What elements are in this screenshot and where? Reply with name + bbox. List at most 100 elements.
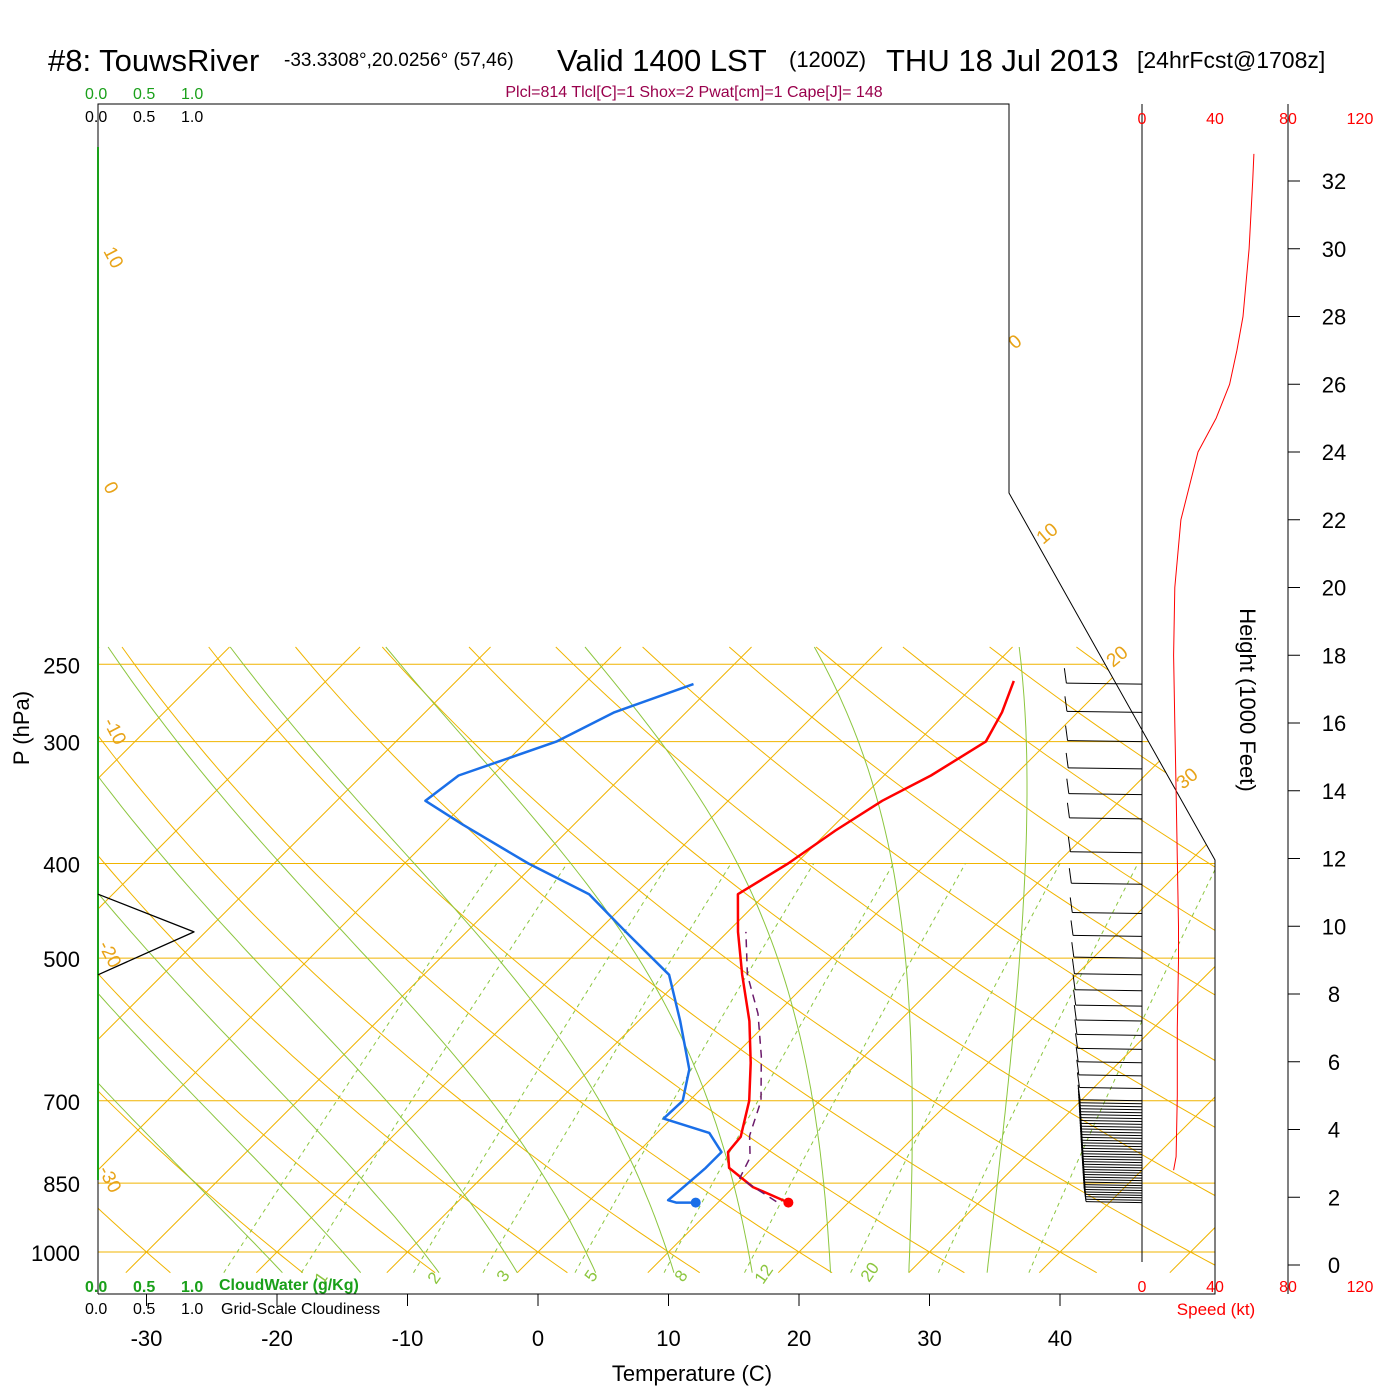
wind-barb [1085, 1186, 1143, 1189]
temperature-tick-label: 0 [532, 1326, 544, 1351]
sounding-series [424, 680, 1015, 1208]
isotherm-line [386, 646, 1013, 1274]
wind-barb [1083, 1161, 1143, 1164]
station-title: #8: TouwsRiver [48, 43, 259, 78]
height-tick-label: 10 [1322, 914, 1346, 939]
cloud-top-green-2: 1.0 [181, 86, 203, 103]
height-tick-label: 14 [1322, 779, 1346, 804]
mixing-ratio-line [663, 863, 894, 1273]
height-tick-label: 0 [1328, 1253, 1340, 1278]
isotherm-line [125, 646, 752, 1274]
isotherm-line [98, 646, 230, 1274]
speed-tick-top: 40 [1206, 111, 1224, 128]
isotherm-line [98, 646, 491, 1274]
wind-barb-feather [1073, 1004, 1077, 1021]
cloud-bottom-black-0: 0.0 [85, 1301, 107, 1318]
plot-frame [97, 103, 1216, 1295]
height-tick-label: 20 [1322, 576, 1346, 601]
wind-barb [1081, 1119, 1143, 1122]
cloud-top-black-2: 1.0 [181, 109, 203, 126]
temperature-tick-label: 10 [656, 1326, 680, 1351]
pressure-tick-label: 850 [43, 1172, 80, 1197]
moist-adiabat-line [98, 646, 362, 1274]
wind-barb-feather [1071, 942, 1075, 958]
wind-barb-feather [1068, 868, 1072, 884]
temperature-tick-label: -20 [261, 1326, 293, 1351]
isotherm-line [908, 646, 1215, 1274]
mixing-ratio-line [413, 863, 669, 1273]
dry-adiabat-line [295, 646, 1097, 1274]
dry-adiabat-line [98, 646, 304, 1274]
cloud-top-black-1: 0.5 [133, 109, 155, 126]
temperature-tick-label: 20 [787, 1326, 811, 1351]
station-coords: -33.3308°,20.0256° (57,46) [284, 50, 514, 71]
wind-barb [1078, 1061, 1143, 1064]
height-tick-label: 8 [1328, 982, 1340, 1007]
dewpoint-line [424, 682, 723, 1204]
wind-barb-feather [1071, 958, 1075, 974]
wind-barb [1083, 1153, 1143, 1156]
wind-barb [1085, 1189, 1143, 1192]
wind-barb [1073, 934, 1143, 937]
wind-barb [1082, 1147, 1143, 1150]
wind-barb [1081, 1125, 1143, 1128]
sounding-parameters: Plcl=814 Tlcl[C]=1 Shox=2 Pwat[cm]=1 Cap… [505, 84, 882, 101]
cloud-top-green-0: 0.0 [85, 86, 107, 103]
wind-barb [1066, 710, 1143, 713]
zulu-time: (1200Z) [789, 47, 866, 72]
speed-tick-top: 120 [1347, 111, 1374, 128]
speed-tick-top: 0 [1138, 111, 1147, 128]
cloud-bottom-green-1: 0.5 [133, 1279, 155, 1296]
cloudiness-profile [97, 893, 195, 976]
mixing-ratio-line [937, 863, 1139, 1273]
isotherm-line [98, 646, 622, 1274]
pressure-tick-label: 400 [43, 853, 80, 878]
forecast-run: [24hrFcst@1708z] [1137, 47, 1325, 73]
wind-barb [1068, 793, 1143, 796]
wind-barb-feather [1072, 974, 1076, 990]
height-tick-label: 26 [1322, 372, 1346, 397]
axis-ticks: 250 300 400 500 700 850 1000 -30 -20 -10 0 10 20 30 40 [31, 653, 1072, 1351]
temperature-tick-label: 40 [1048, 1326, 1072, 1351]
height-tick-label: 18 [1322, 643, 1346, 668]
wind-barb [1085, 1198, 1143, 1201]
cloud-scale: 0.0 0.5 1.0 0.0 0.5 1.0 0.0 0.5 1.0 Clou… [85, 86, 380, 1318]
pressure-tick-label: 700 [43, 1090, 80, 1115]
cloud-bottom-green-2: 1.0 [181, 1279, 203, 1296]
dry-adiabat-line [468, 646, 1215, 1274]
y-axis-label: P (hPa) [9, 691, 34, 765]
wind-barb-feather [1066, 778, 1070, 794]
wind-barb [1082, 1142, 1143, 1145]
background-grid [98, 646, 1215, 1274]
wind-barb [1078, 1074, 1143, 1077]
wind-speed-line [1173, 153, 1255, 1171]
wind-barb [1083, 1166, 1143, 1169]
wind-barb-feather [1076, 1059, 1080, 1075]
wind-barb [1083, 1158, 1143, 1161]
pressure-tick-label: 1000 [31, 1241, 80, 1266]
wind-barb [1084, 1171, 1143, 1174]
mixing-ratio-line [223, 863, 498, 1273]
wind-barb [1067, 740, 1143, 743]
wind-barb-feather [1077, 1084, 1081, 1100]
temperature-tick-label: 30 [917, 1326, 941, 1351]
wind-barb [1079, 1086, 1143, 1089]
x-axis-label: Temperature (C) [612, 1361, 772, 1386]
height-tick-label: 22 [1322, 508, 1346, 533]
wind-barb [1084, 1184, 1143, 1187]
speed-tick-bottom: 40 [1206, 1279, 1224, 1296]
isotherm-line [777, 646, 1215, 1274]
speed-axis-label: Speed (kt) [1177, 1300, 1255, 1319]
wind-barb-feather [1074, 1019, 1078, 1035]
wind-barb [1084, 1174, 1143, 1177]
wind-barb [1085, 1196, 1143, 1199]
dry-adiabat-line [98, 646, 436, 1274]
wind-barb [1075, 989, 1143, 992]
wind-barb-feather [1076, 1072, 1080, 1088]
moist-adiabat-line [98, 646, 440, 1273]
wind-barb [1083, 1163, 1143, 1166]
parcel-line [739, 931, 777, 1203]
moist-adiabat-line [385, 646, 753, 1273]
wind-barb [1075, 1004, 1143, 1007]
